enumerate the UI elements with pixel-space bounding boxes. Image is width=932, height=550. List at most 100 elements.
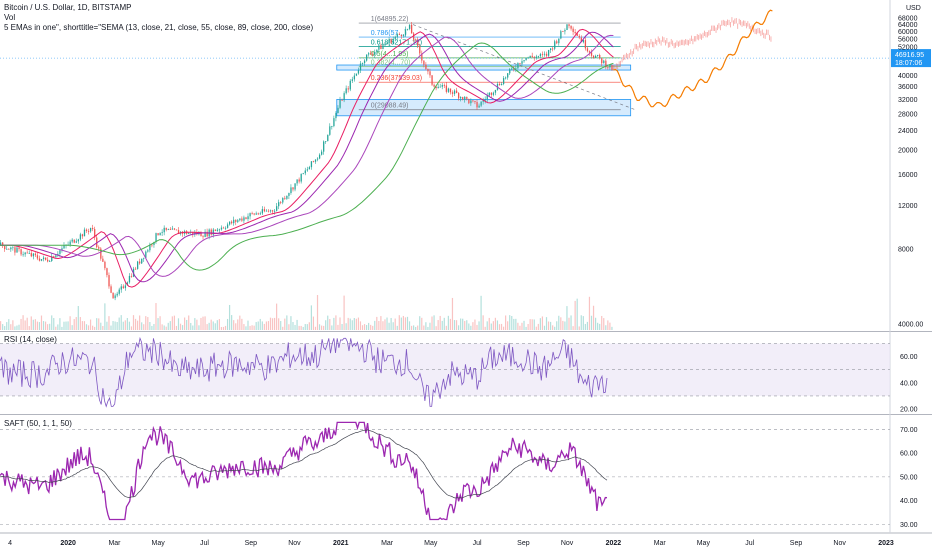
volume-bar xyxy=(226,318,229,330)
fib-level-label: 0.236(37539.03) xyxy=(371,75,422,82)
volume-bar xyxy=(527,324,529,330)
candle-body xyxy=(149,244,151,251)
volume-bar xyxy=(594,317,597,330)
candle-body xyxy=(153,241,155,245)
volume-bar xyxy=(513,318,515,330)
candle-body xyxy=(161,232,163,234)
volume-bar xyxy=(429,322,431,330)
candle-body xyxy=(365,54,368,61)
volume-bar xyxy=(245,326,247,330)
candle-body xyxy=(81,234,84,237)
time-tick: Mar xyxy=(654,540,667,547)
volume-bar xyxy=(92,325,94,330)
candle-body xyxy=(439,86,441,88)
candle-body xyxy=(353,75,356,80)
volume-bar xyxy=(474,319,476,330)
time-tick: Nov xyxy=(561,540,574,547)
candle-body xyxy=(292,187,294,190)
volume-bar xyxy=(550,321,552,330)
candle-body xyxy=(216,229,219,231)
time-tick: Jul xyxy=(473,540,482,547)
candle-body xyxy=(47,259,49,262)
candle-body xyxy=(218,229,221,231)
volume-bar xyxy=(564,321,566,330)
candle-body xyxy=(222,227,225,229)
candle-body xyxy=(290,187,292,194)
candle-body xyxy=(539,54,542,57)
candle-body xyxy=(545,53,548,56)
candle-body xyxy=(71,239,73,242)
candle-body xyxy=(597,54,599,56)
candle-body xyxy=(423,60,425,65)
volume-bar xyxy=(365,324,368,330)
volume-bar xyxy=(122,321,124,330)
saft-pane[interactable]: 70.00 60.00 50.00 40.00 30.00 xyxy=(0,421,918,529)
candle-body xyxy=(145,251,147,258)
candle-body xyxy=(603,60,605,64)
volume-bar xyxy=(588,296,591,330)
axis-currency: USD xyxy=(906,5,921,12)
volume-bar xyxy=(496,320,499,330)
candle-body xyxy=(486,95,488,100)
volume-bar xyxy=(206,324,208,330)
candle-body xyxy=(298,179,300,182)
candle-body xyxy=(253,213,255,215)
candle-body xyxy=(572,28,574,32)
candle-body xyxy=(556,41,558,44)
candle-body xyxy=(368,53,370,55)
saft-title[interactable]: SAFT (50, 1, 1, 50) xyxy=(4,419,72,428)
time-axis[interactable]: 4 2020 Mar May Jul Sep Nov 2021 Mar May Jul Sep Nov 2… xyxy=(8,540,894,547)
price-tick: 4000.00 xyxy=(898,322,923,329)
candle-body xyxy=(118,289,120,294)
volume-bar xyxy=(278,318,280,330)
candle-body xyxy=(36,255,39,259)
candle-body xyxy=(151,244,153,246)
candle-body xyxy=(523,60,525,62)
time-tick: Mar xyxy=(381,540,394,547)
volume-bar xyxy=(87,325,90,330)
candle-body xyxy=(547,50,550,56)
volume-bar xyxy=(231,315,233,330)
candle-body xyxy=(259,213,261,215)
candle-body xyxy=(255,213,257,215)
volume-bar xyxy=(321,325,323,330)
candle-body xyxy=(592,55,595,58)
volume-bar xyxy=(359,321,362,330)
volume-bar xyxy=(36,321,39,330)
candle-body xyxy=(228,221,231,225)
symbol-title[interactable]: Bitcoin / U.S. Dollar, 1D, BITSTAMP xyxy=(4,3,132,12)
volume-bar xyxy=(261,321,263,330)
volume-bar xyxy=(20,318,22,330)
candle-body xyxy=(110,286,112,293)
candle-body xyxy=(455,90,458,94)
rsi-pane[interactable]: 60.00 40.00 20.00 xyxy=(0,336,918,414)
volume-bar xyxy=(300,325,302,330)
volume-bar xyxy=(586,321,589,330)
price-tick: 8000 xyxy=(898,247,914,254)
volume-bar xyxy=(173,315,175,330)
price-pane[interactable]: 1(64895.22) 0.786(57...) 0.618(52171.12) 0.… xyxy=(0,0,932,534)
volume-bar xyxy=(294,324,296,330)
candle-body xyxy=(588,51,591,53)
ema-legend[interactable]: 5 EMAs in one", shorttitle="SEMA (13, cl… xyxy=(4,23,314,32)
volume-bar xyxy=(149,321,151,330)
candle-body xyxy=(241,218,243,221)
volume-bar xyxy=(408,321,411,330)
rsi-title[interactable]: RSI (14, close) xyxy=(4,335,57,344)
candle-body xyxy=(421,53,423,61)
volume-bar xyxy=(382,321,384,330)
volume-bar xyxy=(286,315,288,330)
candle-body xyxy=(286,195,288,199)
volume-bar xyxy=(498,324,501,330)
volume-bar xyxy=(478,321,480,330)
volume-legend[interactable]: Vol xyxy=(4,13,16,22)
candle-body xyxy=(169,229,172,231)
volume-bar xyxy=(108,316,110,330)
volume-bar xyxy=(73,319,75,330)
candle-body xyxy=(4,246,6,250)
volume-bar xyxy=(531,319,533,330)
candle-body xyxy=(114,295,116,299)
candle-body xyxy=(406,28,409,30)
